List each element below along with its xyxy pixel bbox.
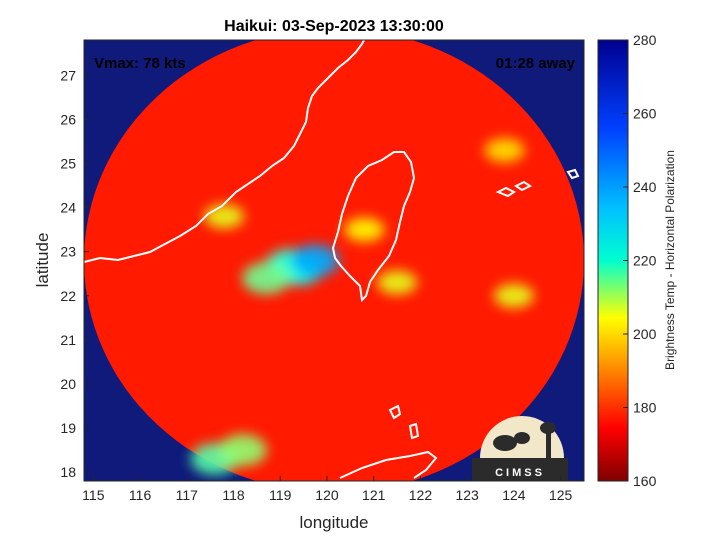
island-coast-1	[495, 186, 516, 198]
x-tick-label: 117	[176, 487, 199, 503]
x-tick-label: 115	[82, 487, 105, 503]
y-tick-label: 23	[60, 244, 76, 260]
tb-feature-4	[344, 217, 385, 242]
convective-features	[190, 138, 534, 475]
chart-title: Haikui: 03-Sep-2023 13:30:00	[224, 18, 444, 35]
x-tick-label: 120	[315, 487, 339, 503]
x-tick-label: 119	[269, 487, 292, 503]
x-tick-label: 123	[455, 487, 479, 503]
y-tick-label: 18	[60, 464, 76, 480]
island-coast-5	[408, 422, 420, 440]
x-tick-label: 116	[129, 487, 152, 503]
colorbar-label: Brightness Temp - Horizontal Polarizatio…	[663, 150, 677, 370]
island-coast-4	[388, 404, 402, 420]
colorbar-tick-label: 200	[633, 326, 657, 342]
tb-feature-5	[377, 270, 418, 295]
colorbar-tick-label: 280	[633, 32, 657, 48]
hainan-coastline	[339, 450, 438, 479]
x-tick-label: 122	[409, 487, 433, 503]
colorbar-tick-label: 160	[633, 473, 657, 489]
island-coast-2	[514, 180, 532, 192]
tb-feature-9	[218, 434, 267, 467]
y-tick-label: 20	[60, 376, 76, 392]
x-tick-label: 125	[549, 487, 573, 503]
y-tick-label: 26	[60, 111, 76, 127]
colorbar-ticks: 160 180 200 220 240 260 280	[623, 32, 657, 489]
tb-feature-3	[242, 262, 291, 295]
y-tick-label: 22	[60, 288, 76, 304]
y-tick-label: 21	[60, 332, 76, 348]
vmax-annotation: Vmax: 78 kts	[94, 55, 186, 72]
tb-feature-6	[204, 204, 245, 229]
colorbar-tick-label: 240	[633, 179, 657, 195]
tb-feature-10	[484, 138, 525, 163]
y-axis-ticks: 18 19 20 21 22 23 24 25 26 27	[60, 67, 89, 480]
logo-text: CIMSS	[495, 467, 545, 479]
tb-feature-2	[291, 244, 340, 277]
colorbar-tick-label: 180	[633, 400, 657, 416]
plot-frame	[83, 39, 585, 482]
mainland-coastline	[84, 40, 365, 263]
taiwan-coastline	[331, 151, 416, 303]
y-tick-label: 25	[60, 155, 76, 171]
coastlines	[84, 40, 580, 479]
y-tick-label: 24	[60, 200, 76, 216]
x-tick-label: 121	[362, 487, 386, 503]
time-offset-annotation: 01:28 away	[496, 55, 576, 72]
x-axis-label: longitude	[299, 513, 368, 532]
x-tick-label: 118	[222, 487, 245, 503]
x-axis-ticks: 115 116 117 118 119 120 121 122 123 124 125	[82, 476, 573, 503]
cimss-logo: CIMSS	[472, 416, 568, 481]
x-tick-label: 124	[502, 487, 526, 503]
y-axis-label: latitude	[33, 233, 52, 288]
y-tick-label: 27	[60, 67, 76, 83]
island-coast-3	[566, 168, 580, 180]
colorbar-tick-label: 260	[633, 106, 657, 122]
y-tick-label: 19	[60, 420, 76, 436]
tb-feature-7	[493, 283, 534, 308]
plot-area: CIMSS	[84, 40, 584, 481]
colorbar-tick-label: 220	[633, 253, 657, 269]
